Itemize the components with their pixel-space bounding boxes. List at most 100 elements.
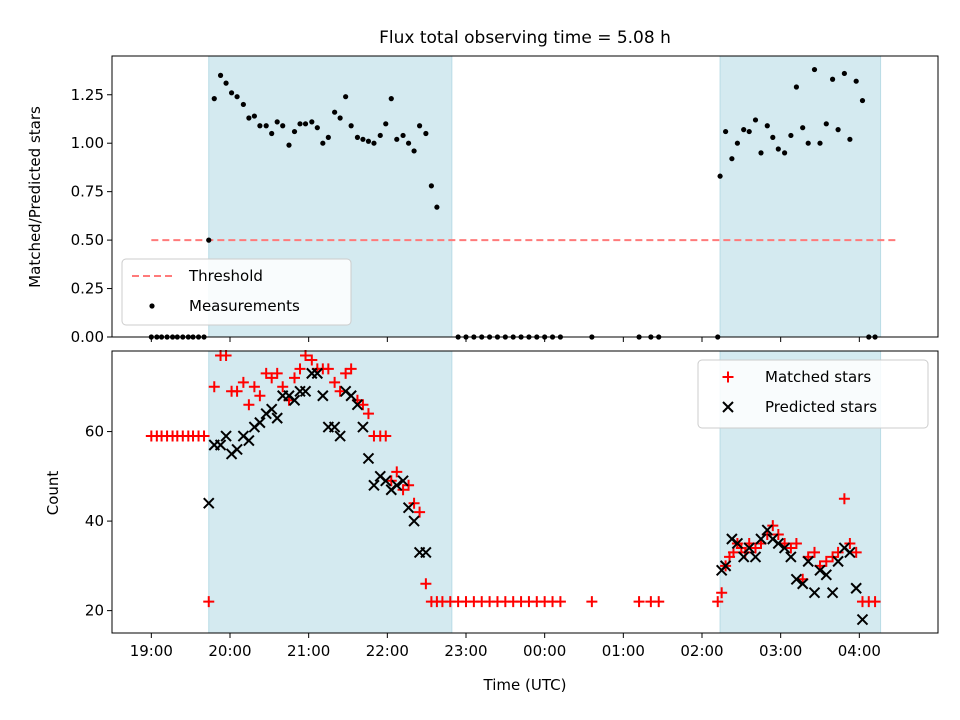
predicted-star-point <box>802 555 814 568</box>
matched-star-point <box>357 399 369 411</box>
measurement-point <box>829 76 836 82</box>
matched-star-point <box>300 349 312 361</box>
predicted-star-point <box>397 475 409 487</box>
predicted-star-point <box>362 452 375 465</box>
predicted-star-point <box>265 403 278 415</box>
measurement-point <box>263 123 269 129</box>
predicted-star-point <box>214 439 227 451</box>
measurement-point <box>302 121 309 127</box>
predicted-star-point <box>808 587 821 599</box>
y-tick-label: 40 <box>85 512 104 530</box>
x-tick-label: 20:00 <box>208 642 251 660</box>
measurement-point <box>371 140 377 146</box>
y-tick-label: 20 <box>85 602 104 620</box>
matched-star-point <box>790 537 802 549</box>
measurement-point <box>365 138 372 144</box>
measurement-point <box>764 123 770 129</box>
predicted-star-point <box>231 443 243 456</box>
count-panel: 20 40 60 19:00 20:00 21:00 22:00 23:00 00:00 01:0… <box>85 349 939 660</box>
measurement-point <box>343 94 349 100</box>
matched-star-point <box>391 466 403 478</box>
predicted-star-point <box>299 385 312 397</box>
predicted-star-point <box>357 421 369 433</box>
predicted-star-point <box>408 515 420 527</box>
measurement-point <box>405 140 412 146</box>
legend-box <box>697 359 929 429</box>
matched-star-point <box>271 367 283 379</box>
x-tick-label: 22:00 <box>366 642 409 660</box>
matched-star-point <box>260 367 272 379</box>
predicted-star-point <box>368 479 380 491</box>
measurement-point <box>377 132 383 139</box>
predicted-star-point <box>832 555 844 568</box>
matched-star-point <box>850 546 862 558</box>
measurement-point <box>332 109 338 115</box>
plot-frame <box>111 350 939 634</box>
measurement-point <box>309 119 315 125</box>
measurement-point <box>717 173 723 179</box>
measurement-point <box>394 136 400 142</box>
measurement-point <box>223 80 229 86</box>
predicted-star-point <box>380 475 392 487</box>
measurement-point <box>228 90 235 96</box>
predicted-star-point <box>328 421 341 433</box>
legend-box <box>121 258 352 326</box>
matched-star-point <box>586 596 598 608</box>
measurement-point <box>805 140 811 146</box>
predicted-star-point <box>850 582 862 594</box>
y-tick-label: 60 <box>85 423 104 441</box>
predicted-star-point <box>351 399 364 411</box>
measurement-point <box>746 128 752 135</box>
y-axis-label-top: Matched/Predicted stars <box>26 106 44 288</box>
predicted-star-point <box>345 390 357 402</box>
measurement-point <box>297 121 303 127</box>
measurement-point <box>793 84 800 90</box>
shaded-span-1 <box>719 55 882 338</box>
matched-star-point <box>785 542 797 554</box>
matched-star-point <box>820 555 832 567</box>
predicted-star-point <box>719 560 732 572</box>
predicted-star-point <box>820 569 833 581</box>
y-tick-label: 0.75 <box>71 183 104 201</box>
matched-star-point <box>329 376 341 388</box>
measurement-point <box>723 128 729 135</box>
predicted-star-point <box>220 430 232 442</box>
measurement-point <box>741 127 747 133</box>
x-axis-label: Time (UTC) <box>483 676 567 694</box>
y-axis-label-bottom: Count <box>44 471 62 516</box>
predicted-star-point <box>334 430 346 442</box>
matched-star-point <box>198 430 210 442</box>
matched-star-point <box>237 376 249 388</box>
legend-dot-swatch <box>149 303 155 309</box>
predicted-star-point <box>743 542 755 554</box>
predicted-star-point <box>785 551 797 563</box>
predicted-star-point <box>288 394 301 406</box>
matched-star-point <box>306 354 318 366</box>
measurement-point <box>388 96 394 102</box>
measurement-point <box>835 127 841 133</box>
measurement-point <box>423 130 429 137</box>
measurement-point <box>853 78 859 84</box>
predicted-star-point <box>755 533 767 545</box>
legend: Threshold Measurements <box>121 258 352 326</box>
matched-star-point <box>266 372 278 384</box>
matched-star-point <box>208 381 220 393</box>
measurement-point <box>734 140 741 146</box>
legend-label: Matched stars <box>765 368 871 386</box>
predicted-star-point <box>271 412 283 424</box>
legend-label: Measurements <box>189 297 300 315</box>
y-tick-label: 0.25 <box>71 280 104 298</box>
measurement-point <box>211 96 217 102</box>
x-tick-label: 19:00 <box>130 642 173 660</box>
predicted-star-point <box>814 564 826 577</box>
measurement-point <box>758 150 764 156</box>
shaded-span-0 <box>208 350 453 634</box>
measurement-point <box>788 132 794 139</box>
measurement-point <box>291 128 298 135</box>
predicted-star-point <box>778 542 791 554</box>
predicted-star-point <box>243 434 255 447</box>
measurement-point <box>847 136 853 142</box>
measurement-point <box>217 72 224 78</box>
measurement-point <box>354 134 361 140</box>
